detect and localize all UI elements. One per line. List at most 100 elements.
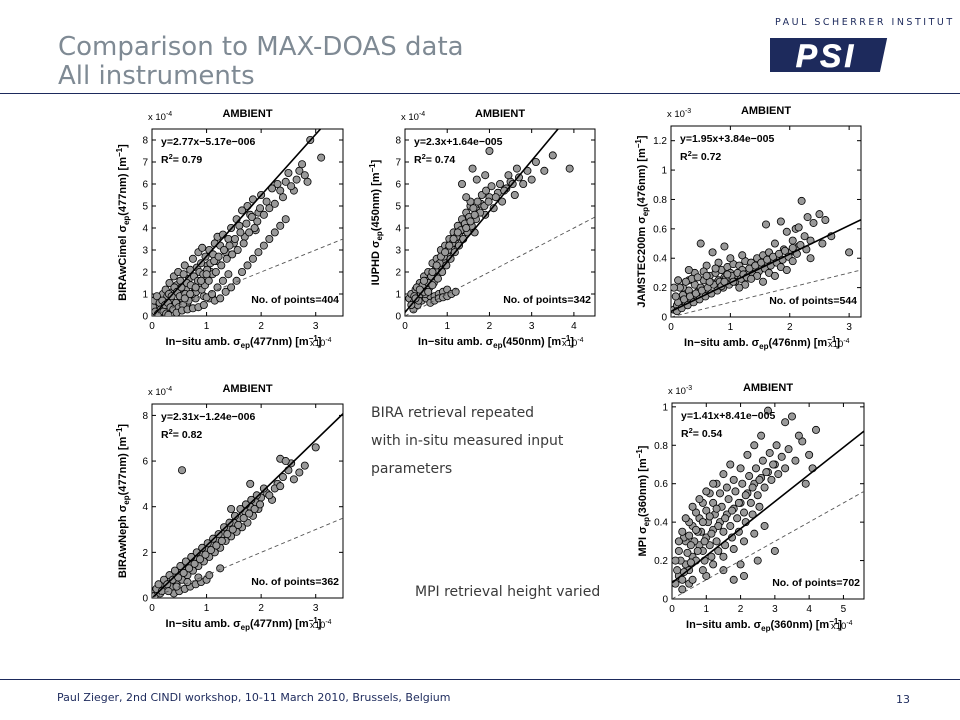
- data-point: [702, 571, 711, 580]
- data-point: [287, 182, 296, 191]
- points-count: No. of points=404: [251, 294, 339, 306]
- data-point: [185, 564, 194, 573]
- x-axis-label-tail: (476nm) [m: [768, 337, 827, 349]
- data-point: [753, 491, 762, 500]
- x-axis-label-tail: (477nm) [m: [250, 336, 309, 348]
- footer-text: Paul Zieger, 2nd CINDI workshop, 10-11 M…: [57, 691, 451, 704]
- data-point: [692, 508, 701, 517]
- y-tick-label: 0: [142, 312, 148, 323]
- data-point: [227, 504, 236, 513]
- y-axis-label-end: ]: [636, 135, 648, 139]
- y-tick-label: 7: [395, 158, 401, 169]
- data-point: [498, 197, 507, 206]
- x-axis-label: In−situ amb. σep(477nm) [m−1]: [166, 334, 322, 350]
- r-squared-value: = 0.82: [173, 429, 203, 441]
- x-tick-label: 0: [149, 603, 155, 614]
- data-point: [239, 239, 248, 248]
- data-point: [228, 525, 237, 534]
- data-point: [740, 571, 749, 580]
- data-point: [700, 537, 709, 546]
- data-point: [217, 536, 226, 545]
- data-point: [462, 223, 471, 232]
- y-axis-label: BIRAwNeph σep(477nm) [m−1]: [115, 424, 131, 578]
- fit-line: [152, 129, 322, 316]
- x-tick-label: 3: [846, 322, 852, 333]
- data-point: [671, 292, 680, 301]
- y-tick-label: 6: [395, 180, 401, 191]
- data-point: [845, 248, 854, 257]
- data-point: [716, 489, 725, 498]
- y-axis-label-end: ]: [370, 159, 382, 163]
- data-point: [300, 461, 309, 470]
- data-point: [204, 276, 213, 285]
- y-tick-label: 5: [142, 202, 148, 213]
- data-point: [702, 487, 711, 496]
- data-point: [770, 546, 779, 555]
- y-exponent-label: x 10-4: [401, 111, 425, 123]
- r-squared-sup: 2: [689, 426, 693, 435]
- y-axis-label-sub: ep: [122, 216, 131, 225]
- data-point: [741, 491, 750, 500]
- chart-title: AMBIENT: [222, 108, 272, 120]
- x-tick-label: 0: [149, 321, 155, 332]
- data-point: [531, 157, 540, 166]
- y-axis-label-tail: (360nm) [m: [637, 458, 649, 517]
- data-point: [218, 276, 227, 285]
- x-tick-label: 1: [444, 321, 450, 332]
- x-axis-label-end: ]: [838, 619, 842, 631]
- x-tick-label: 4: [806, 604, 812, 615]
- data-point: [233, 245, 242, 254]
- data-point: [270, 228, 279, 237]
- data-point: [481, 171, 490, 180]
- y-axis-label-sub: ep: [642, 517, 651, 526]
- scatter-chart-5: 0 1 2 3 4 500.20.40.60.81x 10-3x10-4AMBIENTIn…: [635, 382, 865, 633]
- data-point: [685, 531, 694, 540]
- data-point: [239, 514, 248, 523]
- y-tick-label: 1: [142, 290, 148, 301]
- data-point: [769, 460, 778, 469]
- data-point: [757, 431, 766, 440]
- data-point: [245, 509, 254, 518]
- data-point: [686, 541, 695, 550]
- x-tick-label: 2: [258, 321, 264, 332]
- data-point: [673, 566, 682, 575]
- data-point: [740, 508, 749, 517]
- y-tick-label: 8: [142, 136, 148, 147]
- data-point: [788, 236, 797, 245]
- fit-equation: y=2.3x+1.64e−005: [414, 136, 503, 148]
- data-point: [424, 287, 433, 296]
- data-point: [238, 267, 247, 276]
- data-point: [678, 527, 687, 536]
- data-point: [692, 525, 701, 534]
- x-axis-label: In−situ amb. σep(360nm) [m−1]: [686, 617, 842, 633]
- data-point: [457, 179, 466, 188]
- data-point: [250, 504, 259, 513]
- data-point: [809, 218, 818, 227]
- data-point: [714, 546, 723, 555]
- data-point: [165, 278, 174, 287]
- data-point: [762, 468, 771, 477]
- chart-title: AMBIENT: [475, 108, 525, 120]
- data-point: [709, 560, 718, 569]
- y-tick-label: 0.2: [653, 283, 667, 294]
- points-count: No. of points=544: [769, 295, 857, 307]
- y-exponent-power: -3: [686, 385, 692, 392]
- data-point: [781, 464, 790, 473]
- data-point: [466, 217, 475, 226]
- data-point: [485, 146, 494, 155]
- data-point: [705, 512, 714, 521]
- data-point: [797, 196, 806, 205]
- data-point: [504, 171, 513, 180]
- y-tick-label: 0.4: [654, 518, 668, 529]
- data-point: [469, 204, 478, 213]
- data-point: [433, 274, 442, 283]
- y-exponent-label: x 10-4: [148, 386, 172, 398]
- data-point: [247, 212, 256, 221]
- y-axis-label-sup: −1: [635, 449, 644, 459]
- y-tick-label: 6: [142, 180, 148, 191]
- y-tick-label: 0.4: [653, 254, 667, 265]
- data-point: [243, 261, 252, 270]
- r-squared-sup: 2: [169, 152, 173, 161]
- y-axis-label-sub: ep: [122, 495, 131, 504]
- data-point: [419, 276, 428, 285]
